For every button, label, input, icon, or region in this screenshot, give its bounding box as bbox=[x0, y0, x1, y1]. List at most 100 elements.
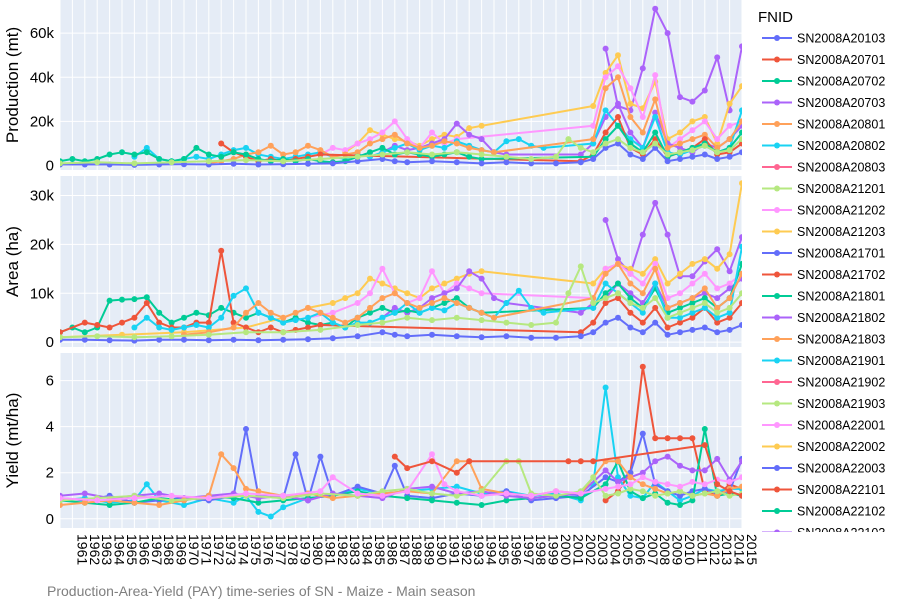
data-point bbox=[354, 158, 361, 165]
data-point bbox=[652, 199, 659, 206]
data-point bbox=[739, 290, 742, 297]
data-point bbox=[367, 140, 373, 147]
data-point bbox=[329, 314, 336, 321]
data-point bbox=[577, 495, 584, 502]
legend-item[interactable]: SN2008A21902 bbox=[762, 376, 885, 390]
data-point bbox=[590, 304, 597, 311]
data-point bbox=[503, 153, 510, 160]
data-point bbox=[367, 290, 373, 297]
legend-swatch-marker bbox=[774, 293, 780, 299]
data-point bbox=[726, 153, 733, 160]
legend-item[interactable]: SN2008A21803 bbox=[762, 333, 885, 347]
data-point bbox=[379, 492, 386, 499]
data-point bbox=[627, 129, 634, 136]
legend-swatch-marker bbox=[774, 228, 780, 235]
legend-item[interactable]: SN2008A20802 bbox=[762, 139, 885, 153]
data-point bbox=[602, 270, 609, 277]
data-point bbox=[701, 131, 708, 138]
data-point bbox=[81, 499, 88, 506]
data-point bbox=[639, 129, 646, 136]
data-point bbox=[404, 495, 411, 502]
legend-item[interactable]: SN2008A22101 bbox=[762, 483, 885, 497]
data-point bbox=[726, 478, 733, 485]
data-point bbox=[726, 280, 733, 287]
legend-item[interactable]: SN2008A20803 bbox=[762, 161, 885, 175]
data-point bbox=[379, 329, 386, 336]
legend-swatch-marker bbox=[774, 185, 780, 192]
legend-item[interactable]: SN2008A22102 bbox=[762, 505, 885, 519]
legend-title: FNID bbox=[758, 9, 793, 26]
y-tick-label: 10k bbox=[30, 285, 55, 302]
data-point bbox=[131, 160, 138, 167]
data-point bbox=[466, 268, 473, 275]
data-point bbox=[453, 285, 460, 292]
x-tick-label: 1987 bbox=[397, 534, 413, 565]
x-tick-label: 1966 bbox=[136, 534, 152, 565]
data-point bbox=[652, 260, 659, 267]
legend-item[interactable]: SN2008A21801 bbox=[762, 290, 885, 304]
data-point bbox=[652, 435, 659, 442]
data-point bbox=[652, 485, 659, 492]
data-point bbox=[528, 492, 535, 499]
legend-item[interactable]: SN2008A20701 bbox=[762, 53, 885, 67]
legend-swatch-marker bbox=[774, 400, 780, 407]
legend-item[interactable]: SN2008A21901 bbox=[762, 354, 885, 368]
legend-item[interactable]: SN2008A21802 bbox=[762, 311, 885, 325]
legend-item[interactable]: SN2008A21903 bbox=[762, 397, 885, 411]
data-point bbox=[243, 285, 249, 292]
x-tick-label: 1986 bbox=[384, 534, 400, 565]
legend-item[interactable]: SN2008A20103 bbox=[762, 32, 885, 46]
data-point bbox=[317, 488, 324, 495]
data-point bbox=[391, 118, 398, 125]
data-point bbox=[627, 481, 634, 488]
legend-item[interactable]: SN2008A21702 bbox=[762, 268, 885, 282]
data-point bbox=[714, 455, 721, 462]
legend-item[interactable]: SN2008A22001 bbox=[762, 419, 885, 433]
x-tick-label: 2015 bbox=[744, 534, 760, 565]
legend-item[interactable]: SN2008A21203 bbox=[762, 225, 885, 239]
x-axis-tick-labels: 1961196219631964196519661967196819691970… bbox=[74, 534, 760, 565]
data-point bbox=[528, 156, 535, 162]
data-point bbox=[416, 144, 423, 151]
x-tick-label: 2014 bbox=[732, 534, 748, 565]
data-point bbox=[429, 497, 435, 504]
data-point bbox=[168, 319, 175, 326]
data-point bbox=[267, 513, 274, 520]
data-point bbox=[726, 295, 733, 302]
legend-item[interactable]: SN2008A22103 bbox=[762, 526, 885, 540]
data-point bbox=[156, 336, 163, 343]
legend[interactable]: FNID SN2008A20103 SN2008A20701 SN2008A2070… bbox=[758, 9, 885, 540]
legend-item[interactable]: SN2008A22002 bbox=[762, 440, 885, 454]
legend-label: SN2008A20703 bbox=[797, 96, 885, 110]
legend-label: SN2008A21903 bbox=[797, 397, 885, 411]
data-point bbox=[528, 160, 535, 167]
data-point bbox=[404, 140, 411, 147]
legend-item[interactable]: SN2008A20801 bbox=[762, 118, 885, 132]
legend-item[interactable]: SN2008A20703 bbox=[762, 96, 885, 110]
data-point bbox=[652, 109, 659, 116]
data-point bbox=[553, 160, 559, 167]
legend-item[interactable]: SN2008A21202 bbox=[762, 204, 885, 218]
data-point bbox=[615, 295, 621, 302]
data-point bbox=[602, 69, 609, 76]
data-point bbox=[143, 294, 150, 301]
data-point bbox=[466, 131, 473, 138]
legend-item[interactable]: SN2008A20702 bbox=[762, 75, 885, 89]
data-point bbox=[652, 96, 659, 103]
legend-item[interactable]: SN2008A21701 bbox=[762, 247, 885, 261]
x-tick-label: 1982 bbox=[335, 534, 351, 565]
legend-item[interactable]: SN2008A22003 bbox=[762, 462, 885, 476]
data-point bbox=[726, 492, 733, 499]
data-point bbox=[218, 153, 225, 160]
data-point bbox=[60, 329, 63, 336]
legend-item[interactable]: SN2008A21201 bbox=[762, 182, 885, 196]
data-point bbox=[404, 149, 411, 156]
data-point bbox=[677, 497, 683, 504]
legend-swatch-marker bbox=[774, 443, 780, 450]
data-point bbox=[267, 142, 274, 149]
data-point bbox=[677, 309, 683, 316]
legend-swatch-marker bbox=[774, 529, 780, 532]
data-point bbox=[193, 144, 200, 151]
data-point bbox=[94, 333, 101, 340]
data-point bbox=[503, 319, 510, 326]
